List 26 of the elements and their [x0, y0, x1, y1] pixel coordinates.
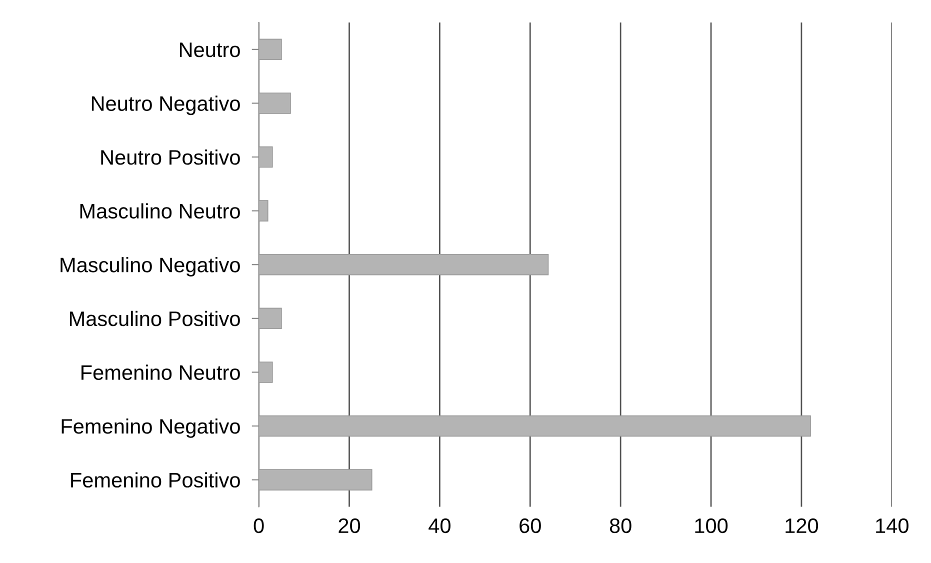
y-tick-label: Masculino Negativo: [60, 257, 240, 276]
x-tick-label: 0: [254, 518, 264, 534]
y-tick-label: Masculino Positivo: [70, 310, 240, 326]
y-tick-label: Femenino Neutro: [82, 364, 240, 380]
y-tick-label: Femenino Positivo: [71, 472, 240, 488]
x-tick-label: 40: [428, 518, 450, 534]
bar: [258, 200, 268, 222]
y-tick-label: Masculino Neutro: [80, 203, 240, 219]
y-tick-label: Neutro: [180, 42, 240, 58]
x-tick-label: 100: [695, 518, 728, 534]
x-tick-label: 60: [520, 518, 541, 534]
bar: [258, 308, 282, 330]
bar: [258, 254, 549, 276]
x-tick-label: 140: [876, 518, 908, 534]
bar: [258, 146, 273, 168]
bar: [258, 415, 811, 437]
y-tick-label: Neutro Positivo: [101, 149, 240, 165]
bar: [258, 38, 282, 60]
y-tick-label: Femenino Negativo: [62, 418, 240, 438]
bar: [258, 92, 291, 114]
bar: [258, 362, 273, 383]
x-tick-label: 80: [610, 518, 632, 534]
y-tick-label: Neutro Negativo: [92, 96, 240, 116]
x-tick-label: 20: [338, 518, 360, 534]
x-tick-label: 120: [786, 518, 818, 534]
bar: [258, 469, 372, 490]
